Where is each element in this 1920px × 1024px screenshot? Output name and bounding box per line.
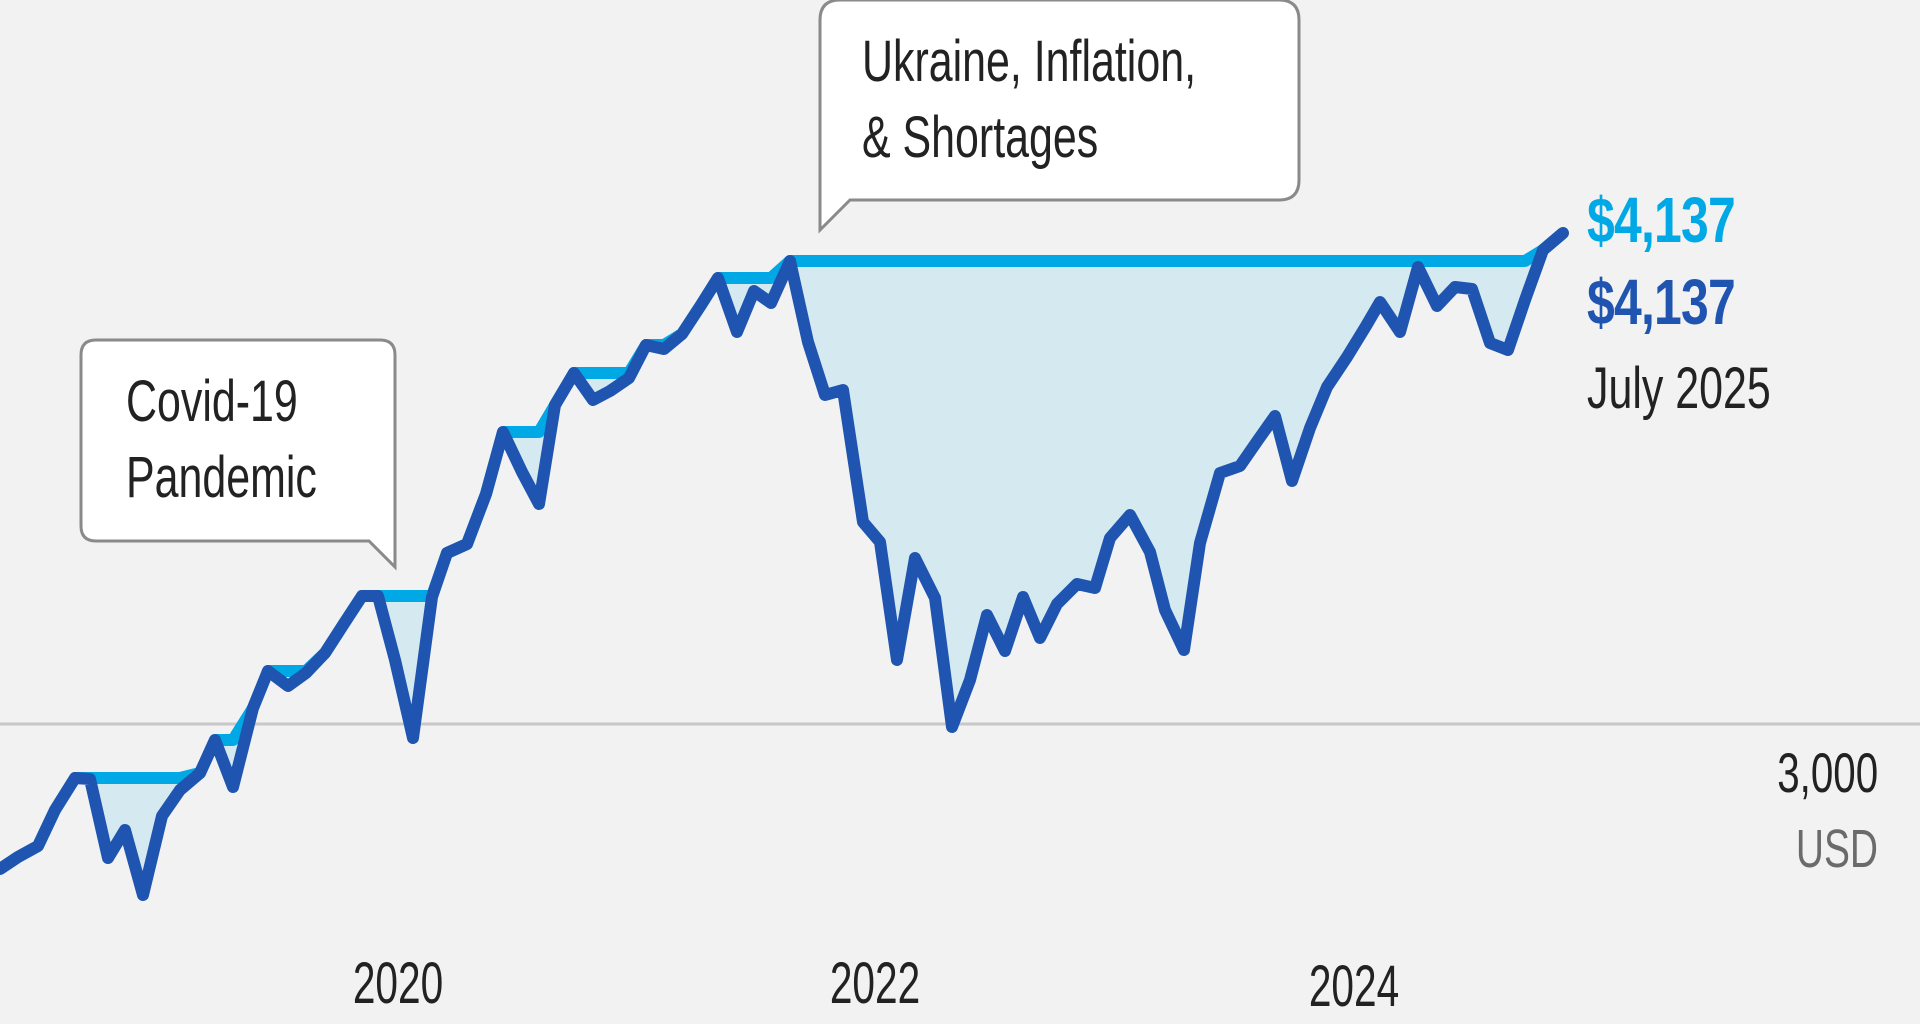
covid-callout-bubble	[79, 338, 397, 571]
x-tick-2022: 2022	[829, 951, 921, 1016]
peak-value-label: $4,137	[1587, 184, 1736, 256]
as-of-date-label: July 2025	[1587, 356, 1771, 421]
value-line	[0, 227, 1569, 901]
x-tick-2024: 2024	[1308, 954, 1400, 1019]
ukraine-callout-line1: Ukraine, Inflation,	[862, 29, 1196, 94]
covid-callout-text: Covid-19 Pandemic	[126, 364, 317, 516]
covid-callout-line1: Covid-19	[126, 369, 298, 434]
current-value-label: $4,137	[1587, 266, 1736, 338]
x-tick-2020: 2020	[352, 951, 444, 1016]
covid-callout-line2: Pandemic	[126, 445, 317, 510]
y-tick-3000: 3,000	[1777, 741, 1878, 804]
y-unit-label: USD	[1795, 819, 1878, 879]
ukraine-callout-line2: & Shortages	[862, 105, 1099, 170]
ukraine-callout-text: Ukraine, Inflation, & Shortages	[862, 24, 1196, 176]
drawdown-fill	[0, 233, 1563, 895]
ukraine-callout-bubble	[818, 0, 1301, 234]
